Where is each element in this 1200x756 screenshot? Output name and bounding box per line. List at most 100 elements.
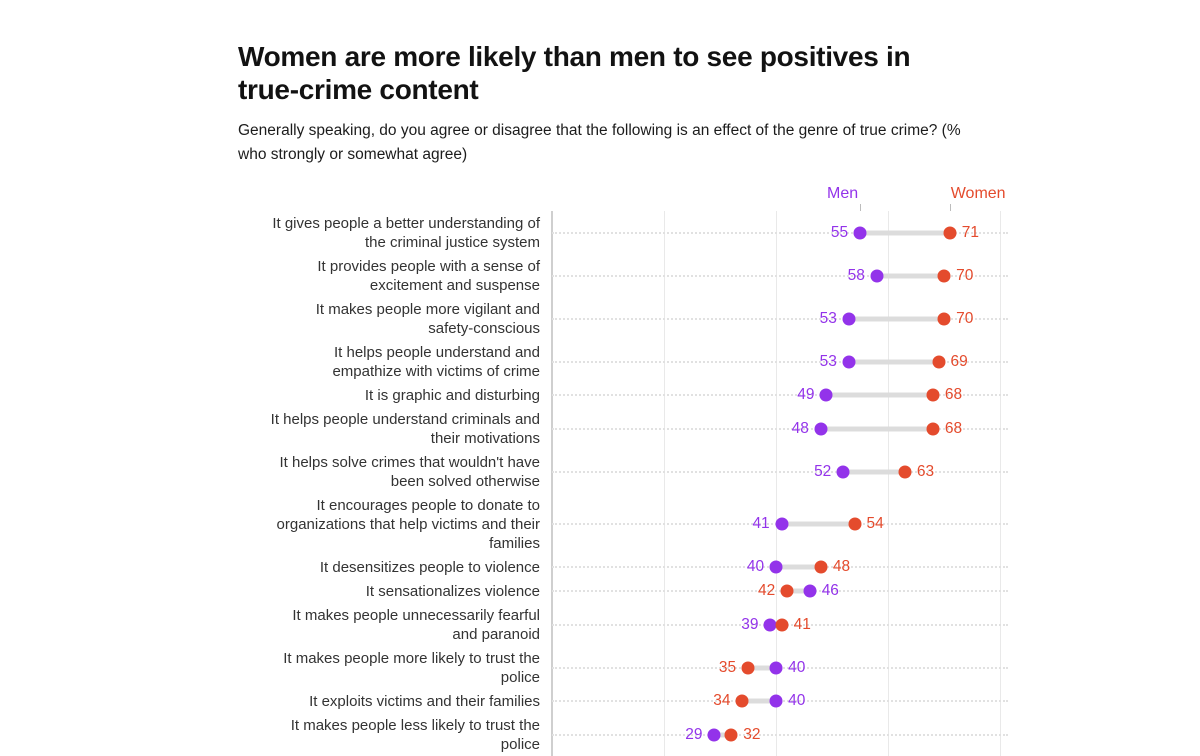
women-value-label: 63 (916, 462, 935, 480)
category-label: It helps people understand and empathize… (332, 343, 540, 380)
women-dot (932, 355, 946, 368)
women-value-label: 41 (793, 615, 811, 633)
dumbbell-connector (776, 564, 821, 570)
men-value-label: 49 (797, 386, 815, 403)
women-dot (735, 694, 749, 708)
category-label: It sensationalizes violence (365, 582, 540, 600)
row-plot: 41 54 (552, 493, 1008, 555)
men-value-label: 40 (788, 658, 806, 676)
dumbbell-connector (876, 273, 945, 278)
chart-rows: It gives people a better understanding o… (238, 211, 1008, 756)
dumbbell-connector (748, 665, 777, 670)
men-dot (707, 728, 721, 741)
axis-line-zero (551, 211, 553, 756)
men-dot (763, 618, 777, 631)
dumbbell-connector (848, 359, 939, 364)
chart-page: Women are more likely than men to see po… (238, 41, 1008, 756)
women-value-label: 35 (718, 658, 737, 676)
men-dot (842, 312, 856, 325)
men-value-label: 40 (746, 558, 765, 575)
women-value-label: 54 (866, 515, 884, 532)
women-value-label: 42 (758, 582, 776, 599)
women-value-label: 48 (832, 558, 851, 575)
men-value-label: 46 (821, 582, 839, 599)
chart-row: It gives people a better understanding o… (238, 211, 1008, 254)
row-plot: 58 70 (552, 254, 1008, 297)
row-dotted-guide (552, 231, 1008, 234)
row-dotted-guide (552, 733, 1008, 736)
men-dot (842, 355, 856, 368)
row-plot: 40 48 (552, 555, 1008, 579)
dumbbell-connector (714, 732, 732, 737)
category-label: It desensitizes people to violence (319, 558, 540, 576)
women-dot (775, 618, 789, 631)
dumbbell-connector (826, 392, 933, 398)
women-value-label: 32 (743, 725, 761, 743)
gridline-80 (1000, 211, 1002, 756)
chart-row: It helps people understand and empathize… (238, 340, 1008, 383)
row-plot: 49 68 (552, 383, 1008, 407)
legend-label-women: Women (950, 185, 1006, 202)
women-value-label: 70 (956, 266, 974, 284)
men-dot (853, 226, 867, 239)
category-label: It makes people unnecessarily fearful an… (292, 606, 540, 643)
men-value-label: 39 (741, 615, 759, 633)
chart-row: It makes people more vigilant and safety… (238, 297, 1008, 340)
gridlines (551, 211, 1008, 756)
legend-tick-women (949, 204, 951, 211)
women-dot (724, 728, 738, 741)
men-value-label: 40 (788, 692, 806, 709)
row-dotted-guide (552, 317, 1008, 320)
chart-legend: Men Women (552, 184, 1008, 211)
dumbbell-connector (742, 698, 777, 704)
women-dot (943, 226, 957, 239)
women-dot (937, 312, 951, 325)
row-dotted-guide (552, 590, 1008, 592)
women-value-label: 70 (956, 309, 974, 327)
legend-label-men: Men (826, 185, 859, 202)
men-value-label: 52 (814, 462, 832, 480)
chart-row: It makes people less likely to trust the… (238, 713, 1008, 756)
chart-row: It helps people understand criminals and… (238, 407, 1008, 450)
row-plot: 52 63 (552, 450, 1008, 493)
chart-row: It provides people with a sense of excit… (238, 254, 1008, 297)
row-dotted-guide (552, 394, 1008, 396)
row-plot: 48 68 (552, 407, 1008, 450)
gridline-20 (664, 211, 666, 756)
category-label: It is graphic and disturbing (364, 386, 540, 404)
row-plot: 29 32 (552, 713, 1008, 756)
chart-subtitle: Generally speaking, do you agree or disa… (238, 122, 961, 163)
women-dot (926, 422, 940, 435)
gridline-60 (888, 211, 890, 756)
men-dot (819, 388, 833, 402)
row-plot: 42 46 (552, 579, 1008, 603)
women-dot (780, 584, 794, 598)
row-plot: 39 41 (552, 603, 1008, 646)
women-dot (926, 388, 940, 402)
women-dot (937, 269, 951, 282)
gridline-40 (776, 211, 778, 756)
women-dot (898, 465, 912, 478)
category-label: It provides people with a sense of excit… (317, 257, 540, 294)
dumbbell-connector (781, 521, 855, 527)
men-dot (769, 560, 783, 574)
women-dot (848, 517, 861, 531)
men-dot (814, 422, 828, 435)
women-value-label: 34 (713, 692, 731, 709)
men-value-label: 41 (752, 515, 770, 532)
men-value-label: 48 (791, 419, 809, 437)
category-label: It makes people less likely to trust the… (290, 716, 540, 753)
plot-area: It gives people a better understanding o… (238, 211, 1008, 756)
category-label: It helps solve crimes that wouldn't have… (279, 453, 541, 490)
chart-row: It is graphic and disturbing 49 68 (238, 383, 1008, 407)
chart-row: It encourages people to donate to organi… (238, 493, 1008, 555)
dumbbell-connector (860, 230, 950, 235)
row-dotted-guide (552, 470, 1008, 473)
women-dot (814, 560, 828, 574)
chart-row: It sensationalizes violence 42 46 (238, 579, 1008, 603)
row-dotted-guide (552, 360, 1008, 363)
women-value-label: 71 (961, 223, 979, 241)
dumbbell-connector (820, 426, 933, 431)
men-dot (769, 661, 783, 674)
category-label: It encourages people to donate to organi… (276, 496, 540, 552)
